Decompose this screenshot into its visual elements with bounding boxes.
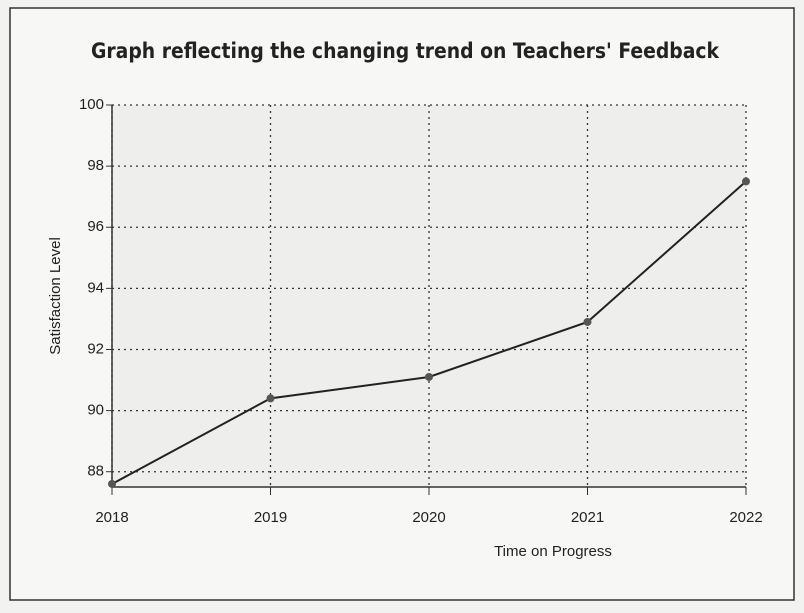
y-tick-label: 98: [87, 157, 104, 174]
x-tick-label: 2021: [571, 509, 604, 526]
data-point: [425, 372, 433, 381]
x-axis-label: Time on Progress: [494, 543, 612, 560]
y-tick-label: 90: [87, 402, 104, 419]
data-point: [583, 317, 592, 326]
y-tick-label: 96: [87, 218, 104, 235]
x-tick-label: 2018: [95, 509, 128, 526]
chart-title: Graph reflecting the changing trend on T…: [91, 39, 719, 63]
data-point: [742, 177, 750, 186]
y-tick-label: 92: [87, 340, 104, 357]
y-axis-label: Satisfaction Level: [47, 237, 64, 355]
x-tick-label: 2022: [729, 509, 762, 526]
y-tick-label: 94: [87, 279, 104, 296]
y-tick-label: 100: [79, 96, 104, 113]
data-point: [108, 479, 116, 488]
y-tick-label: 88: [87, 463, 104, 480]
x-tick-label: 2020: [412, 509, 445, 526]
x-tick-label: 2019: [254, 509, 287, 526]
data-point: [266, 394, 275, 403]
